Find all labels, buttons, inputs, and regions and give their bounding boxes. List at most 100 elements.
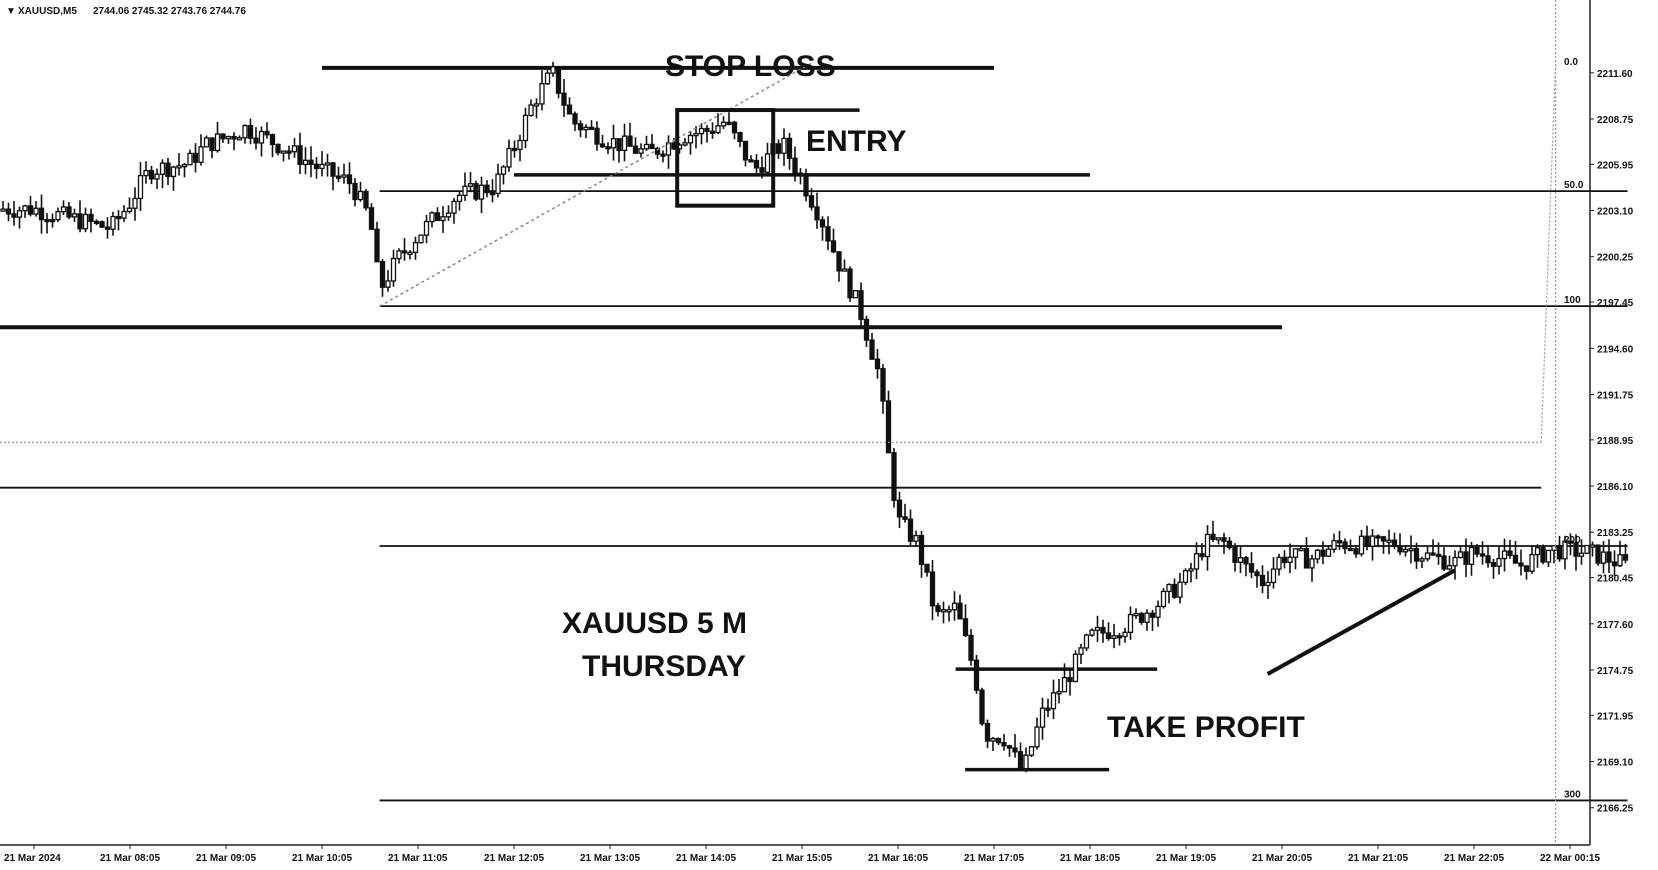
candle-body — [16, 210, 23, 218]
candle-body — [104, 226, 111, 230]
candle-body — [1259, 574, 1266, 587]
candle-body — [979, 689, 985, 725]
candle-body — [49, 218, 56, 223]
candle-body — [0, 208, 6, 212]
candle-body — [764, 153, 771, 173]
candle-body — [951, 602, 958, 611]
candle-body — [1573, 542, 1579, 557]
candle-body — [1606, 551, 1612, 563]
x-tick-label: 21 Mar 15:05 — [772, 853, 832, 864]
candle-body — [1309, 558, 1315, 569]
take-profit-pointer-line — [1266, 568, 1456, 676]
candle-body — [1105, 632, 1112, 640]
candle-body — [313, 163, 320, 170]
candle-body — [159, 162, 166, 175]
candle-body — [1149, 612, 1156, 618]
candle-body — [913, 534, 919, 542]
candle-body — [484, 184, 490, 194]
candle-body — [148, 169, 155, 180]
candle-body — [209, 137, 215, 152]
candle-body — [946, 609, 952, 613]
candle-body — [1452, 556, 1458, 567]
candle-body — [368, 207, 375, 230]
candle-body — [1144, 612, 1150, 623]
candle-body — [1160, 590, 1167, 608]
y-tick-label: 2203.10 — [1597, 207, 1634, 218]
candle-body — [1248, 563, 1255, 573]
candle-body — [632, 145, 639, 154]
candle-body — [1204, 533, 1211, 558]
candle-body — [291, 145, 298, 153]
candle-body — [968, 634, 974, 661]
candle-body — [1050, 692, 1057, 710]
candle-body — [1067, 676, 1073, 683]
candle-body — [429, 212, 435, 223]
candle-body — [1556, 545, 1563, 560]
y-tick-label: 2180.45 — [1597, 574, 1634, 585]
candle-body — [841, 268, 848, 272]
header-ohlc: 2744.06 2745.32 2743.76 2744.76 — [93, 6, 246, 17]
y-tick-label: 2208.75 — [1597, 115, 1634, 126]
candle-body — [1446, 565, 1453, 570]
candle-body — [1562, 540, 1568, 560]
candle-body — [478, 184, 485, 200]
candle-body — [297, 145, 303, 166]
candle-body — [588, 126, 595, 131]
candle-body — [324, 162, 331, 166]
candle-body — [1166, 583, 1172, 593]
candle-body — [198, 146, 204, 163]
candle-body — [269, 134, 276, 146]
candle-body — [726, 121, 732, 125]
candle-body — [1507, 550, 1513, 557]
candle-body — [1221, 537, 1227, 542]
candle-body — [957, 602, 963, 620]
candle-body — [896, 499, 903, 518]
candle-body — [374, 228, 380, 263]
candle-body — [555, 66, 562, 94]
candle-body — [1298, 547, 1304, 552]
candle-body — [27, 205, 34, 215]
candle-body — [819, 219, 826, 228]
candle-body — [1369, 535, 1376, 547]
candle-body — [88, 213, 94, 223]
candle-body — [731, 121, 738, 134]
candle-body — [418, 234, 424, 244]
candle-body — [616, 138, 622, 152]
candle-body — [176, 165, 182, 169]
candle-body — [500, 166, 507, 175]
candle-body — [792, 157, 798, 174]
candle-body — [737, 132, 743, 143]
candle-body — [247, 124, 254, 139]
candle-body — [286, 150, 292, 154]
x-tick-label: 21 Mar 12:05 — [484, 853, 544, 864]
candle-body — [902, 516, 908, 520]
candle-body — [33, 207, 39, 215]
candle-body — [1138, 612, 1145, 623]
candle-body — [1474, 546, 1480, 555]
candle-body — [467, 183, 474, 187]
candle-body — [1364, 535, 1370, 547]
candle-body — [544, 72, 551, 85]
candle-body — [1529, 553, 1535, 572]
candle-body — [11, 213, 17, 218]
candle-body — [814, 206, 820, 221]
candle-body — [1545, 549, 1552, 563]
candle-body — [1518, 562, 1524, 567]
candle-body — [665, 142, 672, 156]
candle-body — [1353, 548, 1359, 555]
candle-body — [1199, 553, 1205, 558]
fib-label: 300 — [1564, 789, 1581, 800]
candle-body — [984, 722, 991, 742]
x-tick-label: 21 Mar 21:05 — [1348, 853, 1408, 864]
candle-body — [803, 174, 809, 197]
candle-body — [995, 737, 1002, 744]
candle-body — [1292, 548, 1299, 558]
candle-body — [1622, 554, 1629, 561]
candle-body — [847, 268, 853, 299]
candle-body — [973, 659, 980, 691]
candle-body — [1457, 551, 1464, 559]
fib-label: 50.0 — [1564, 180, 1584, 191]
candle-body — [1056, 691, 1062, 695]
candle-body — [187, 152, 193, 166]
